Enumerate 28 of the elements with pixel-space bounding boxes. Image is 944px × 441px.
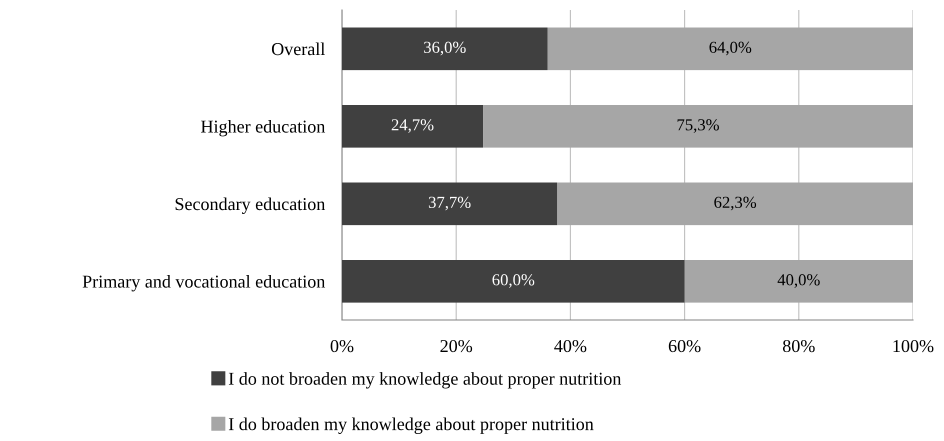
bar <box>483 104 913 148</box>
legend-label: I do broaden my knowledge about proper nutrition <box>228 418 594 434</box>
bar <box>557 182 913 226</box>
bar <box>548 27 913 70</box>
y-tick-label: Primary and vocational education <box>82 274 326 292</box>
y-tick-label: Higher education <box>201 120 326 136</box>
y-tick-label: Overall <box>272 42 325 56</box>
bar <box>342 182 558 226</box>
data-label: 60,0% <box>492 274 534 288</box>
data-label: 62,3% <box>714 196 756 210</box>
bar <box>342 104 484 148</box>
y-tick-label: Secondary education <box>176 197 326 214</box>
x-tick-label: 20% <box>440 340 472 352</box>
data-label: 40,0% <box>778 274 820 288</box>
data-label: 36,0% <box>424 42 466 56</box>
x-tick-label: 100% <box>894 340 934 352</box>
data-label: 75,3% <box>678 119 719 133</box>
bar <box>684 260 913 303</box>
bar <box>342 27 548 70</box>
x-tick-label: 80% <box>782 340 815 352</box>
data-label: 24,7% <box>392 119 434 133</box>
bar <box>342 260 685 303</box>
x-tick-label: 0% <box>330 340 354 352</box>
x-tick-label: 40% <box>554 340 586 352</box>
data-label: 64,0% <box>709 42 752 56</box>
x-tick-label: 60% <box>668 340 701 352</box>
legend-label: I do not broaden my knowledge about proper nutrition <box>228 372 622 389</box>
data-label: 37,7% <box>428 196 471 210</box>
